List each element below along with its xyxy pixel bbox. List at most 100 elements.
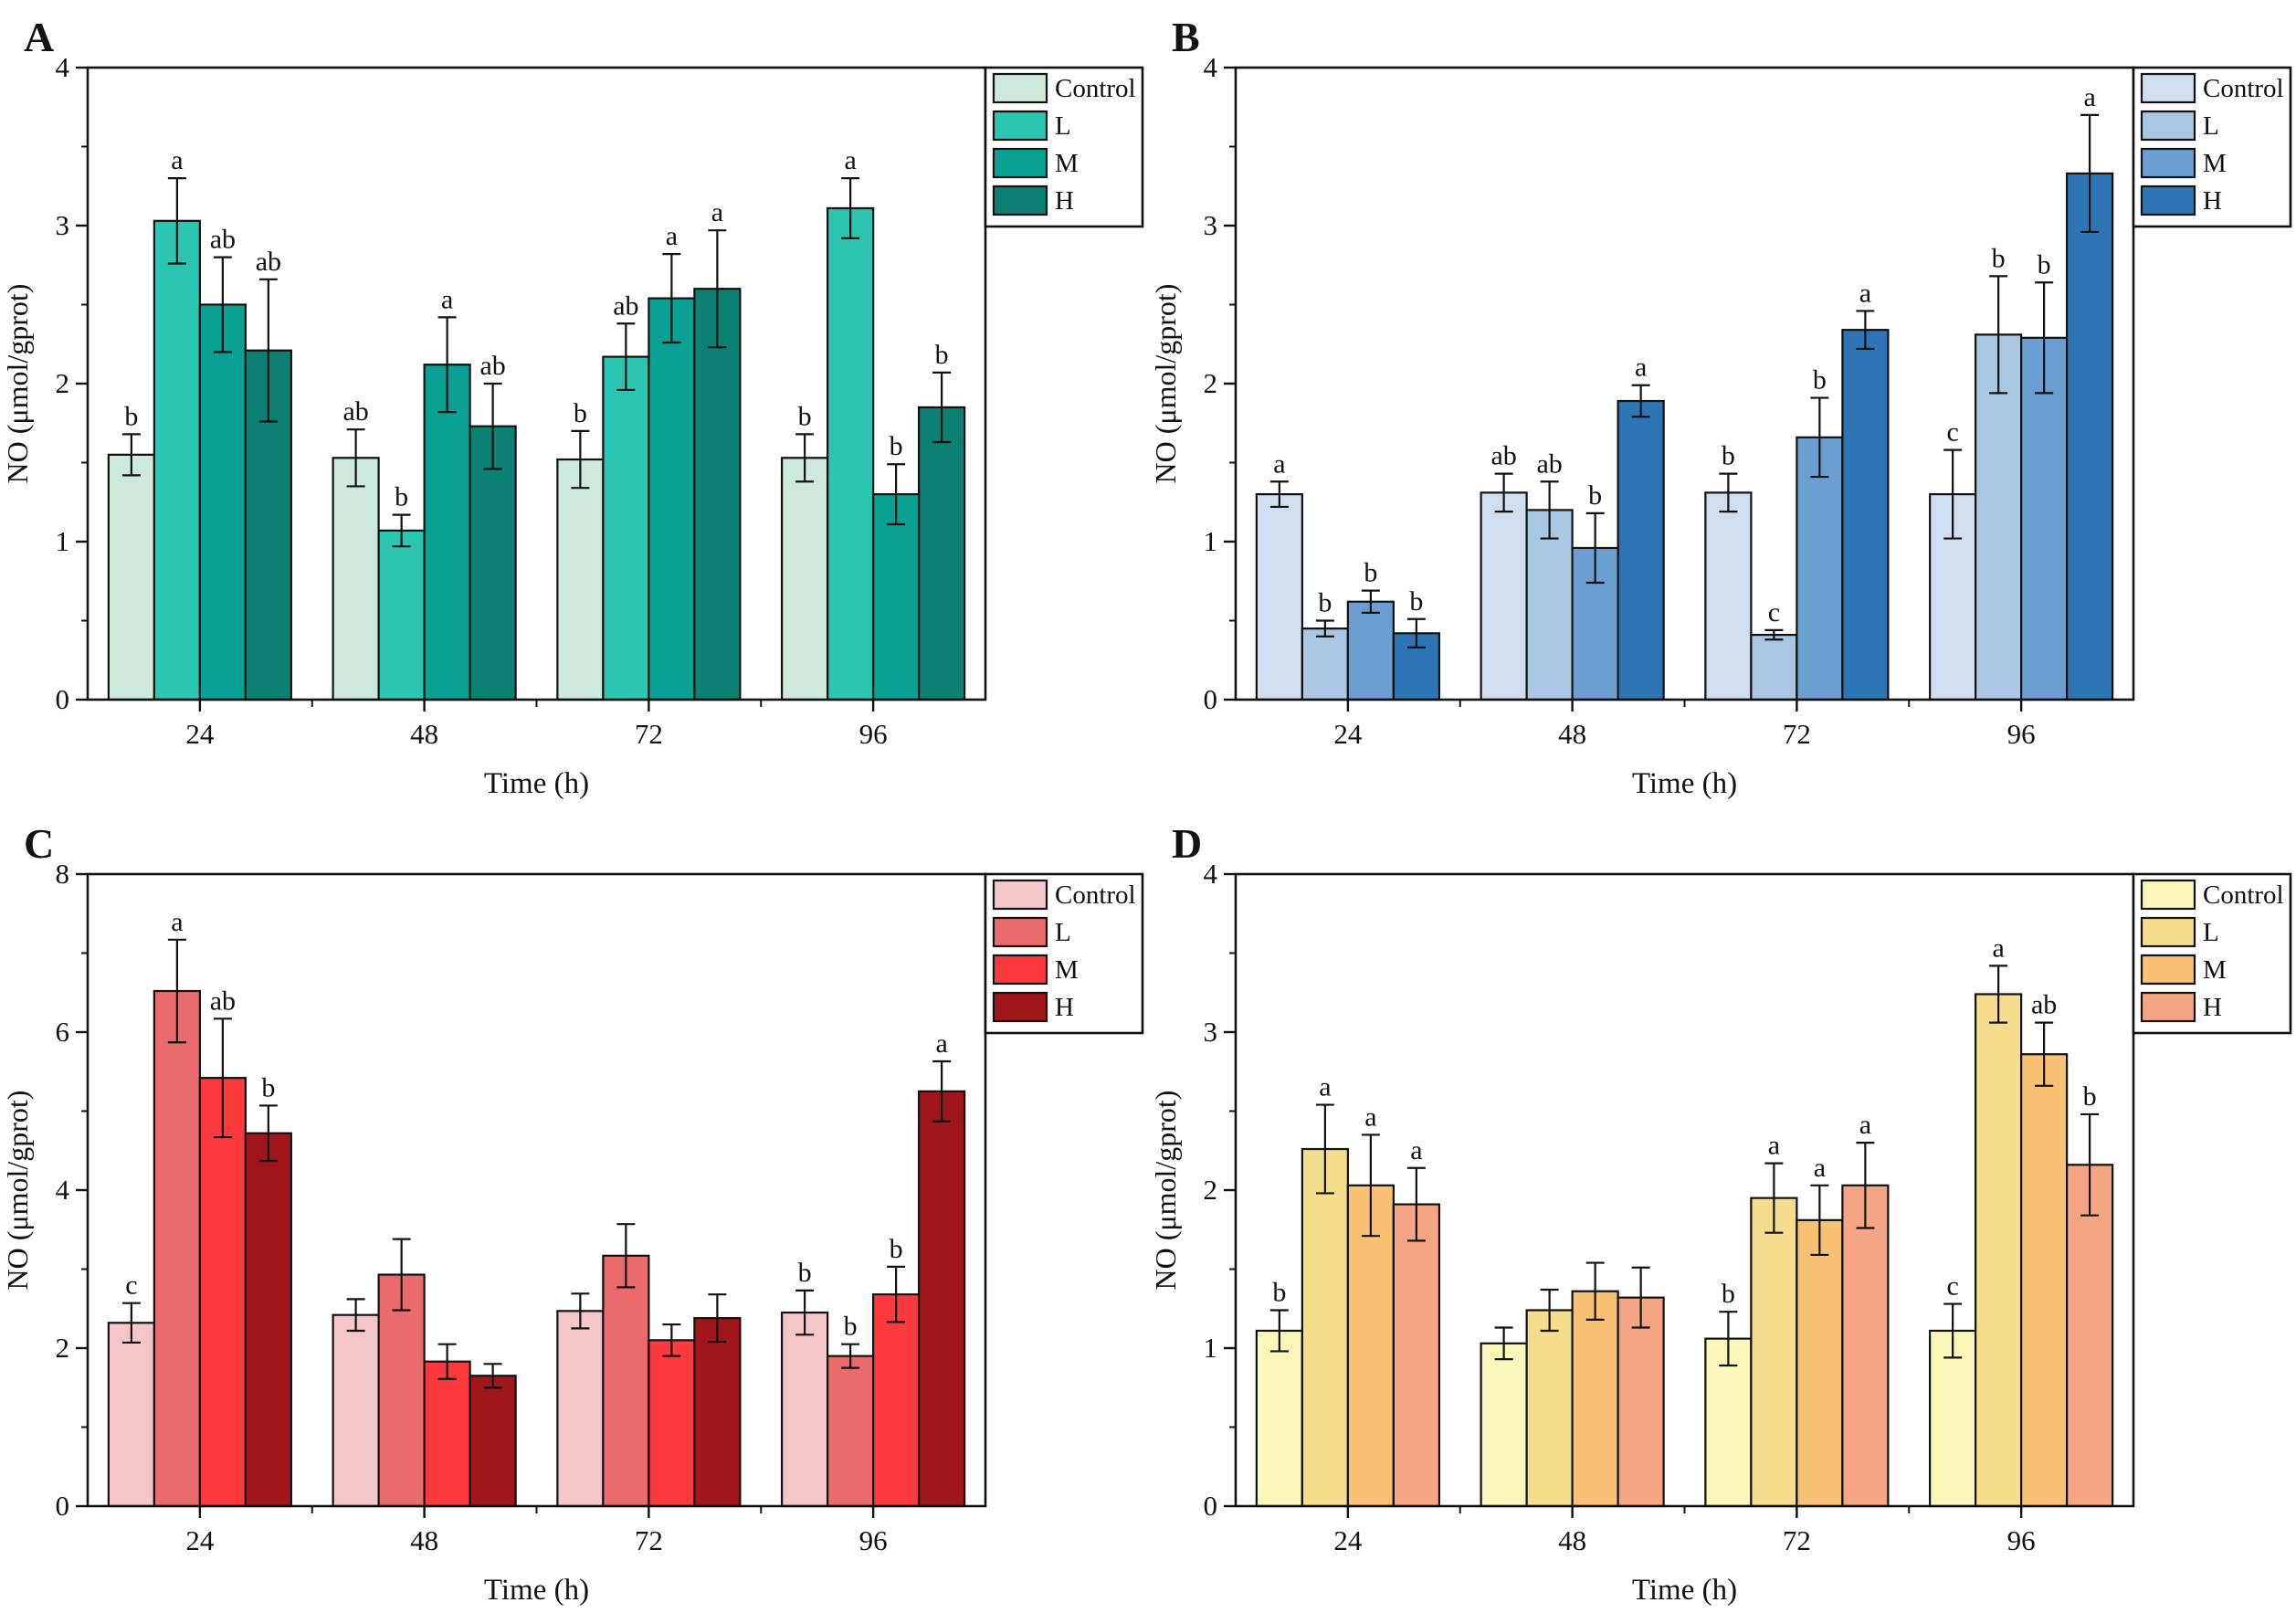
bar-D-96h-L: [1975, 993, 2023, 1508]
sig-letter: a: [1814, 1153, 1826, 1183]
error-bar: [932, 1060, 952, 1123]
bar-D-72h-M: [1796, 1218, 1844, 1508]
bar-D-96h-M: [2020, 1053, 2069, 1508]
error-bar: [887, 463, 906, 526]
error-bar: [1719, 1311, 1738, 1367]
bar-A-48h-H: [469, 425, 517, 701]
legend-label-H: H: [2203, 186, 2222, 216]
x-tick-label: 24: [185, 1524, 215, 1556]
bar-D-24h-H: [1392, 1203, 1440, 1508]
panel-letter: B: [1172, 14, 1200, 60]
y-tick-label: 2: [1204, 1174, 1218, 1206]
sig-letter: b: [2038, 249, 2051, 279]
legend-swatch-L: [2140, 110, 2196, 142]
panel-letter: C: [24, 820, 54, 867]
sig-letter: b: [890, 431, 903, 461]
bar-B-72h-H: [1841, 329, 1890, 701]
sig-letter: a: [1992, 933, 2004, 963]
legend-label-L: L: [2203, 918, 2219, 947]
sig-letter: b: [1409, 586, 1423, 617]
bar-A-96h-M: [872, 492, 921, 701]
y-tick-label: 4: [1204, 51, 1218, 83]
bar-C-48h-M: [423, 1360, 471, 1508]
y-tick-label: 0: [1204, 1490, 1218, 1522]
bar-B-48h-H: [1617, 399, 1665, 701]
error-bar: [2080, 113, 2100, 234]
y-axis-title: NO (μmol/gprot): [1149, 284, 1182, 484]
x-tick-label: 24: [185, 718, 215, 750]
error-bar: [841, 177, 860, 239]
error-bar: [121, 1302, 141, 1344]
y-tick-label: 0: [56, 1490, 70, 1522]
x-tick-label: 72: [635, 1524, 663, 1556]
x-tick-label: 72: [1783, 1524, 1811, 1556]
error-bar: [258, 1104, 278, 1163]
error-bar: [1540, 480, 1559, 540]
error-bar: [1989, 275, 2008, 395]
x-axis-title: Time (h): [484, 1574, 589, 1607]
bar-C-24h-M: [198, 1077, 247, 1508]
sig-letter: a: [1635, 353, 1647, 383]
bar-A-72h-M: [648, 297, 696, 701]
error-bar: [887, 1265, 906, 1323]
legend: Control LMH: [2132, 872, 2292, 1035]
error-bar: [1540, 1288, 1559, 1333]
legend-label-M: M: [2203, 149, 2227, 178]
error-bar: [795, 433, 815, 483]
legend-label-L: L: [2203, 111, 2219, 141]
y-tick-label: 2: [56, 367, 70, 399]
error-bar: [1269, 1309, 1289, 1353]
sig-letter: b: [395, 482, 408, 512]
bar-A-24h-Control: [107, 453, 155, 701]
legend-label-M: M: [2203, 955, 2227, 985]
error-bar: [932, 371, 952, 444]
x-tick-label: 48: [410, 718, 438, 750]
y-tick-label: 1: [1204, 525, 1218, 557]
legend-label-L: L: [1055, 918, 1071, 947]
bar-A-24h-L: [153, 219, 201, 701]
y-tick-label: 1: [1204, 1332, 1218, 1364]
error-bar: [437, 316, 457, 414]
bar-D-48h-M: [1571, 1290, 1619, 1508]
bar-B-72h-Control: [1704, 491, 1753, 701]
sig-letter: a: [935, 1028, 947, 1059]
error-bar: [1585, 511, 1605, 585]
error-bar: [1943, 448, 1963, 540]
legend-swatch-H: [992, 991, 1048, 1023]
error-bar: [1810, 396, 1829, 479]
legend-swatch-Control: [2140, 879, 2196, 911]
sig-letter: a: [171, 907, 183, 937]
bar-A-48h-Control: [332, 457, 380, 701]
bar-A-72h-H: [693, 288, 742, 701]
error-bar: [213, 1017, 232, 1139]
bar-B-48h-L: [1525, 509, 1574, 701]
y-tick-label: 3: [56, 209, 70, 241]
sig-letter: b: [1588, 480, 1602, 511]
sig-letter: ab: [613, 290, 638, 321]
bar-B-24h-Control: [1255, 492, 1303, 701]
y-tick-label: 3: [1204, 1016, 1218, 1048]
error-bar: [121, 433, 141, 477]
x-tick-label: 96: [2007, 718, 2036, 750]
bar-A-96h-Control: [781, 457, 829, 701]
bar-C-72h-H: [693, 1317, 742, 1508]
sig-letter: a: [1859, 1110, 1871, 1140]
y-tick-label: 4: [1204, 858, 1218, 890]
error-bar: [1269, 480, 1289, 509]
error-bar: [1361, 589, 1380, 614]
bar-D-24h-L: [1301, 1147, 1349, 1508]
sig-letter: a: [844, 145, 856, 175]
legend-swatch-Control: [992, 879, 1048, 911]
bar-B-24h-L: [1301, 627, 1349, 701]
x-tick-label: 72: [635, 718, 663, 750]
sig-letter: a: [2083, 82, 2095, 112]
bar-B-72h-L: [1750, 633, 1798, 701]
error-bar: [708, 229, 727, 349]
bar-C-48h-H: [469, 1375, 517, 1508]
x-tick-label: 48: [410, 1524, 438, 1556]
